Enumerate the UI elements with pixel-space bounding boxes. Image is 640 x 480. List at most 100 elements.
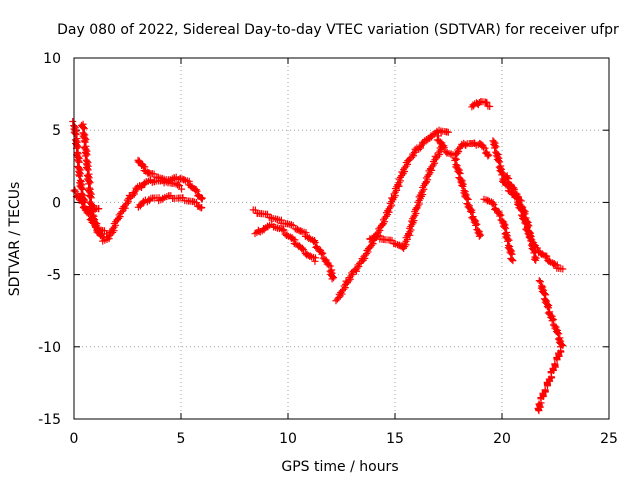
data-point — [527, 235, 535, 243]
data-point — [300, 246, 308, 254]
y-tick-label: 5 — [52, 123, 61, 139]
data-point — [84, 210, 92, 218]
data-point — [84, 166, 92, 174]
data-point — [85, 180, 93, 188]
data-point — [140, 167, 148, 175]
data-point — [408, 153, 416, 161]
data-point — [509, 257, 517, 265]
data-point — [536, 278, 544, 286]
data-point — [141, 163, 149, 171]
data-point — [352, 267, 360, 275]
x-tick-label: 15 — [386, 431, 404, 447]
data-point — [542, 253, 550, 261]
data-point — [279, 226, 287, 234]
data-point — [356, 259, 364, 267]
series-pass-d — [134, 192, 206, 212]
data-point — [103, 230, 111, 238]
data-point — [310, 238, 318, 246]
data-point — [311, 257, 319, 265]
data-point — [69, 117, 77, 125]
x-tick-label: 20 — [493, 431, 511, 447]
series-pass-j — [433, 132, 493, 160]
series-pass-k — [451, 154, 485, 240]
data-point — [496, 212, 504, 220]
data-point — [488, 200, 496, 208]
series-pass-o — [534, 277, 567, 415]
x-axis-label: GPS time / hours — [281, 459, 398, 475]
series-pass-l — [468, 97, 494, 111]
data-point — [197, 204, 205, 212]
series-pass-f — [249, 206, 338, 283]
data-point — [482, 99, 490, 107]
y-axis-label: SDTVAR / TECUs — [7, 182, 23, 297]
data-point — [298, 244, 306, 252]
data-point — [535, 277, 543, 285]
data-point — [484, 152, 492, 160]
chart-title: Day 080 of 2022, Sidereal Day-to-day VTE… — [57, 22, 619, 38]
axis-ticks: 0 5 10 15 20 25 -15 -10 -5 0 5 10 — [38, 51, 618, 447]
data-point — [559, 265, 567, 273]
series-pass-n — [480, 195, 517, 265]
data-point — [553, 356, 561, 364]
data-point — [444, 128, 452, 136]
data-point — [75, 158, 83, 166]
data-point — [176, 182, 184, 190]
data-point — [198, 195, 206, 203]
data-point — [451, 156, 459, 164]
data-point — [404, 157, 412, 165]
data-point — [520, 209, 528, 217]
data-point — [501, 223, 509, 231]
series-pass-m — [489, 137, 567, 273]
data-point — [485, 151, 493, 159]
data-point — [498, 171, 506, 179]
data-point — [83, 151, 91, 159]
data-point — [486, 102, 494, 110]
data-point — [330, 274, 338, 282]
data-point — [132, 184, 140, 192]
data-point — [74, 143, 82, 151]
data-point — [481, 144, 489, 152]
data-point — [472, 221, 480, 229]
data-point — [439, 143, 447, 151]
data-point — [187, 183, 195, 191]
data-point — [467, 207, 475, 215]
data-point — [197, 193, 205, 201]
data-point — [87, 194, 95, 202]
x-tick-label: 5 — [177, 431, 186, 447]
data-point — [86, 193, 94, 201]
plot-frame — [73, 57, 610, 420]
data-point — [318, 250, 326, 258]
data-point — [86, 179, 94, 187]
series-pass-h — [332, 126, 452, 305]
data-point — [543, 303, 551, 311]
series-pass-e — [134, 156, 186, 193]
data-point — [191, 186, 199, 194]
data-point — [523, 223, 531, 231]
data-point — [71, 129, 79, 137]
data-point — [455, 144, 463, 152]
data-point — [79, 185, 87, 193]
data-point — [192, 186, 200, 194]
data-point — [508, 256, 516, 264]
data-point — [345, 274, 353, 282]
y-tick-label: -10 — [38, 340, 61, 356]
series-pass-c — [78, 120, 111, 238]
y-tick-label: 10 — [43, 51, 61, 67]
data-point — [544, 382, 552, 390]
data-point — [354, 261, 362, 269]
data-point — [76, 172, 84, 180]
data-point — [194, 192, 202, 200]
x-tick-label: 25 — [600, 431, 618, 447]
data-point — [145, 169, 153, 177]
series-pass-g — [251, 220, 319, 265]
data-point — [80, 137, 88, 145]
data-point — [409, 150, 417, 158]
data-point — [347, 272, 355, 280]
data-points — [69, 97, 567, 415]
data-point — [88, 207, 96, 215]
x-tick-label: 0 — [70, 431, 79, 447]
data-point — [75, 171, 83, 179]
data-point — [459, 182, 467, 190]
data-point — [74, 157, 82, 165]
data-point — [440, 144, 448, 152]
